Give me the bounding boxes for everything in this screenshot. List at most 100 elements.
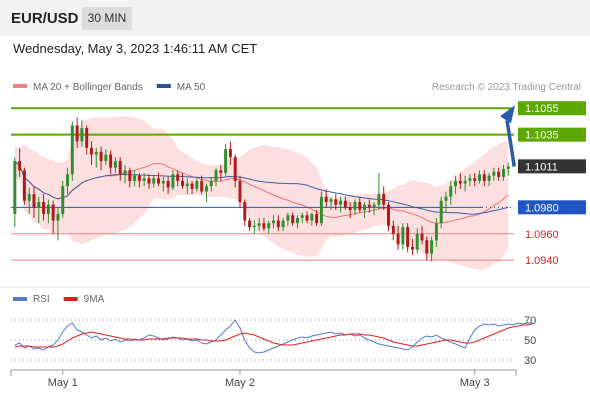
candle-body	[75, 125, 79, 142]
level-label-1.1011: 1.1011	[525, 161, 558, 173]
level-label-1.1035: 1.1035	[525, 130, 559, 142]
candle-body	[18, 161, 22, 171]
candle-body	[94, 151, 98, 155]
candle-body	[133, 175, 137, 181]
candle-body	[80, 128, 84, 142]
bollinger-band	[14, 116, 509, 271]
candle-body	[468, 178, 472, 181]
candle-body	[410, 246, 414, 250]
candle-body	[396, 233, 400, 245]
candle-body	[267, 223, 271, 229]
candle-body	[272, 220, 276, 224]
candle-body	[276, 220, 280, 228]
candle-body	[425, 240, 429, 254]
level-box-1.0980	[518, 200, 586, 215]
candle-body	[444, 196, 448, 201]
candle-body	[61, 186, 65, 214]
candle-body	[430, 240, 434, 254]
candle-body	[46, 204, 50, 214]
rsi-series-9ma	[14, 323, 533, 348]
candle-body	[56, 213, 60, 221]
candle-body	[286, 215, 290, 221]
candle-body	[104, 154, 108, 162]
candle-body	[300, 215, 304, 218]
legend-swatch-1	[156, 84, 171, 88]
legend-swatch-0	[13, 84, 27, 88]
candle-body	[358, 202, 362, 210]
rsi-legend-swatch-1	[63, 297, 78, 301]
timeframe-button[interactable]: 30 MIN	[82, 7, 132, 30]
legend-label-0: MA 20 + Bollinger Bands	[33, 82, 143, 93]
candle-body	[257, 223, 261, 226]
candle-body	[478, 174, 481, 181]
symbol-label: EUR/USD	[11, 10, 79, 27]
candle-body	[27, 194, 31, 201]
candle-body	[22, 170, 26, 201]
candle-body	[137, 175, 141, 181]
candle-body	[118, 161, 122, 175]
candle-body	[147, 178, 151, 184]
rsi-tick-30: 30	[524, 355, 536, 367]
candle-body	[152, 178, 156, 184]
candle-body	[109, 154, 113, 168]
level-box-1.1055	[518, 101, 586, 116]
candle-body	[209, 180, 213, 187]
rsi-tick-50: 50	[524, 335, 536, 347]
level-box-1.1035	[518, 127, 586, 142]
candle-body	[113, 161, 117, 168]
candle-body	[319, 196, 323, 224]
candle-body	[176, 174, 180, 181]
rsi-legend-swatch-0	[13, 297, 27, 301]
ma50-line	[14, 160, 509, 215]
candle-body	[123, 170, 127, 175]
candle-body	[382, 194, 386, 205]
candle-body	[463, 180, 467, 184]
candle-body	[99, 151, 103, 162]
candle-body	[161, 180, 165, 184]
level-label-1.1055: 1.1055	[525, 103, 559, 115]
timestamp: Wednesday, May 3, 2023 1:46:11 AM CET	[13, 41, 258, 56]
candle-body	[473, 178, 477, 181]
candle-body	[367, 204, 371, 208]
candle-body	[324, 196, 328, 203]
candle-body	[449, 186, 453, 197]
level-label-1.0980: 1.0980	[525, 202, 559, 214]
candle-body	[243, 202, 247, 221]
candle-body	[310, 213, 314, 221]
candle-body	[214, 170, 218, 181]
candle-body	[406, 227, 410, 247]
candle-body	[363, 204, 367, 210]
candle-body	[348, 207, 352, 210]
candle-body	[454, 180, 458, 187]
candle-body	[166, 180, 170, 188]
projection-arrow-shaft	[505, 119, 516, 167]
watermark: Research © 2023 Trading Central	[432, 82, 581, 93]
candle-body	[434, 223, 438, 241]
candle-body	[353, 202, 357, 210]
candle-body	[200, 180, 204, 192]
candle-body	[492, 171, 496, 176]
candle-body	[142, 178, 146, 181]
rsi-series-rsi	[14, 319, 533, 354]
candle-body	[482, 174, 486, 181]
level-label-1.0960: 1.0960	[525, 229, 559, 241]
candle-body	[128, 170, 132, 181]
candle-body	[157, 178, 161, 184]
candle-body	[387, 204, 390, 226]
rsi-legend-label-0: RSI	[33, 294, 50, 305]
projection-arrow-head	[500, 105, 515, 124]
legend-label-1: MA 50	[177, 82, 206, 93]
candle-body	[190, 183, 194, 189]
candle-body	[343, 200, 347, 208]
candle-body	[51, 204, 55, 221]
candle-body	[334, 199, 338, 205]
candle-body	[315, 213, 319, 224]
candle-body	[248, 220, 252, 228]
candle-body	[224, 149, 228, 173]
candle-body	[185, 183, 189, 187]
x-tick-label-2: May 3	[460, 377, 490, 389]
candle-body	[42, 202, 46, 214]
candle-body	[70, 125, 74, 175]
candle-body	[219, 170, 223, 173]
x-tick-label-0: May 1	[48, 377, 78, 389]
